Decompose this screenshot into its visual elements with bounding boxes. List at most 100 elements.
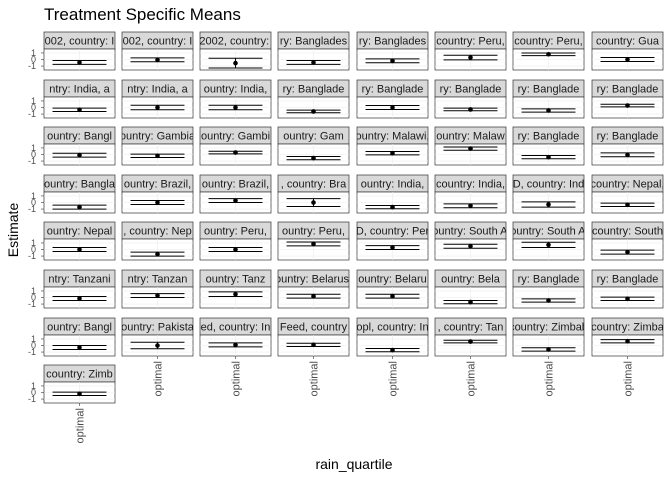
data-point — [311, 155, 316, 161]
y-tick-label: 0 — [31, 245, 36, 255]
y-tick-label: -1 — [28, 156, 36, 166]
facet-strip-label: ry: Banglade — [283, 84, 345, 96]
data-point — [625, 103, 630, 108]
data-point — [77, 60, 82, 65]
data-point — [625, 57, 630, 62]
facet-strip-label: D, country: Ind — [513, 179, 585, 191]
y-tick-label: -1 — [28, 61, 36, 71]
data-point — [77, 345, 82, 350]
x-tick-label: optimal — [466, 361, 478, 396]
y-tick-label: -1 — [28, 251, 36, 261]
facet-panel: country: Peru, — [512, 31, 585, 71]
y-tick-label: -1 — [28, 109, 36, 119]
data-point — [155, 251, 160, 257]
facet-panel: , country: Tan optimal — [434, 317, 507, 396]
facet-strip-label: D, country: Per — [356, 226, 430, 238]
facet-panel: ountry: Brazil, — [199, 174, 272, 214]
facet-strip-label: ountry: Tanz — [206, 274, 266, 286]
y-tick-label: 1 — [31, 191, 36, 201]
data-point — [625, 152, 630, 158]
facet-panel: ry: Banglade — [591, 126, 664, 166]
facet-strip-label: ountry: Gam — [283, 131, 344, 143]
data-point — [233, 291, 238, 297]
data-point — [468, 299, 473, 305]
data-point — [468, 146, 473, 151]
facet-panel: D, country: Ind — [512, 174, 585, 214]
facet-strip-label: country: Zimbab — [509, 322, 588, 334]
data-point — [77, 152, 82, 158]
data-point — [155, 200, 160, 205]
facet-panel: ountry: Bela — [434, 269, 507, 309]
facet-panel: , country: Bra — [277, 174, 350, 214]
y-tick-label: -1 — [28, 394, 36, 404]
y-tick-label: -1 — [28, 204, 36, 214]
facet-strip-label: ry: Banglade — [518, 274, 580, 286]
facet-panel: ountry: Belarus, — [277, 269, 350, 309]
facet-panel: ountry: Belaru — [356, 269, 429, 309]
facet-panel: ountry: Bangl 10-1 — [28, 126, 116, 166]
data-point — [233, 342, 238, 348]
y-tick-label: 0 — [31, 55, 36, 65]
facet-strip-label: country: South Afr — [427, 226, 515, 238]
data-point — [546, 298, 551, 303]
y-tick-label: 1 — [31, 48, 36, 58]
y-tick-label: 0 — [31, 103, 36, 113]
facet-panel: , country: Nep — [121, 221, 194, 261]
facet-strip-label: ountry: Peru, — [282, 226, 345, 238]
facet-strip-label: ountry: Bangla — [44, 179, 116, 191]
data-point — [468, 243, 473, 249]
facet-panel: ry: Banglade — [356, 79, 429, 119]
data-point — [390, 204, 395, 210]
facet-strip-label: ntry: Tanzan — [128, 274, 188, 286]
facet-panel: opl, country: In optimal — [356, 317, 429, 396]
facet-panel: ountry: Gam — [277, 126, 350, 166]
facet-panel: ountry: Brazil, — [121, 174, 194, 214]
facet-strip-label: ntry: India, a — [127, 84, 188, 96]
data-point — [311, 293, 316, 299]
facet-panel: country: Zimbab optimal — [509, 317, 588, 396]
x-axis-title: rain_quartile — [315, 456, 392, 472]
facet-panel: country: South — [591, 221, 664, 261]
facet-panel: country: Zimba optimal — [591, 317, 664, 396]
facet-strip-label: ntry: Tanzani — [48, 274, 110, 286]
y-tick-label: 0 — [31, 293, 36, 303]
data-point — [233, 150, 238, 155]
facet-panel: ountry: India, — [199, 79, 272, 119]
facet-strip-label: ry: Banglade — [597, 274, 659, 286]
facet-strip-label: ountry: Belaru — [358, 274, 426, 286]
facet-panel: ry: Banglade — [512, 79, 585, 119]
data-point — [390, 58, 395, 64]
data-point — [625, 296, 630, 302]
y-tick-label: -1 — [28, 299, 36, 309]
facet-strip-label: country: Gua — [596, 36, 660, 48]
facet-panel: ntry: India, a — [121, 79, 194, 119]
facet-panel: ountry: Bangl 10-1 — [28, 317, 116, 357]
facet-panel: ry: Banglade — [434, 79, 507, 119]
chart-title: Treatment Specific Means — [44, 5, 241, 24]
facet-panel: ry: Banglade — [512, 126, 585, 166]
data-point — [311, 241, 316, 247]
facet-panel: ry: Banglades — [356, 31, 429, 71]
facet-panel: ountry: Gambia — [121, 126, 194, 166]
data-point — [390, 105, 395, 110]
facet-panel: ountry: Gambi — [199, 126, 272, 166]
data-point — [468, 339, 473, 344]
data-point — [625, 202, 630, 208]
facet-panel: country: South Afr — [512, 221, 585, 261]
y-tick-label: 1 — [31, 238, 36, 248]
data-point — [77, 391, 82, 397]
facet-panel: country: Zimb 10-1 optimal — [28, 364, 116, 443]
facet-panel: Feed, country optimal — [277, 317, 350, 396]
data-point — [546, 202, 551, 207]
facet-panel: ountry: Malawi, — [356, 126, 429, 166]
data-point — [311, 200, 316, 205]
facet-strip-label: ountry: Brazil, — [124, 179, 191, 191]
data-point — [155, 153, 160, 159]
data-point — [77, 247, 82, 252]
facet-strip-label: ountry: Brazil, — [202, 179, 269, 191]
x-tick-label: optimal — [388, 361, 400, 396]
facet-strip-label: ountry: Bangl — [47, 131, 112, 143]
facet-panel: country: South Afr — [427, 221, 515, 261]
data-point — [233, 60, 238, 66]
